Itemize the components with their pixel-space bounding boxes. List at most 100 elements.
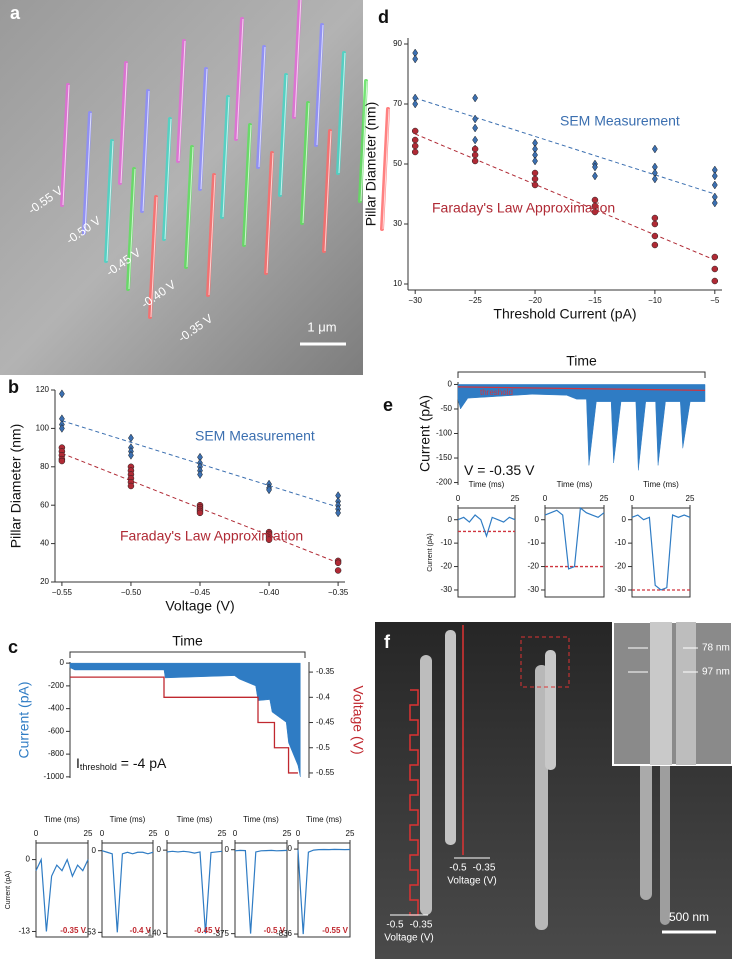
y-tick-label: 90 bbox=[393, 39, 402, 48]
x-tick-label: 25 bbox=[283, 829, 292, 838]
pillar bbox=[126, 167, 136, 291]
point bbox=[471, 145, 479, 153]
x-tick-label: −10 bbox=[648, 296, 662, 305]
y-tick-label: 0 bbox=[225, 845, 230, 854]
y-tick-label: -13 bbox=[18, 927, 30, 936]
pillar bbox=[242, 123, 252, 247]
y-tick-label: -10 bbox=[614, 538, 626, 547]
x-tick-label: 25 bbox=[346, 829, 355, 838]
panel-letter: b bbox=[8, 377, 19, 397]
point bbox=[197, 470, 203, 479]
x-tick-label: −0.35 bbox=[328, 588, 349, 597]
trace bbox=[166, 850, 223, 934]
annotation-text: V = -0.35 V bbox=[464, 462, 535, 478]
trace bbox=[544, 506, 605, 570]
x-tick-label: 25 bbox=[218, 829, 227, 838]
zoom-box bbox=[520, 636, 570, 688]
voltage-label: -0.55 V bbox=[322, 926, 348, 935]
pillar-highlight bbox=[236, 18, 244, 140]
y-tick-label: 10 bbox=[393, 279, 402, 288]
point bbox=[651, 232, 659, 240]
y-tick-label: 120 bbox=[36, 385, 50, 394]
trace bbox=[631, 514, 691, 591]
scale-bar-label: 500 nm bbox=[669, 910, 709, 924]
y-tick-label: -20 bbox=[527, 562, 539, 571]
point bbox=[58, 457, 66, 465]
x-tick-label: −0.50 bbox=[121, 588, 142, 597]
y-axis-label: Current (pA) bbox=[427, 533, 434, 572]
voltage-staircase bbox=[409, 689, 419, 916]
series-label: SEM Measurement bbox=[560, 113, 680, 129]
pillar-zoom bbox=[650, 622, 672, 765]
y2-tick-label: -0.45 bbox=[316, 718, 335, 727]
pillar bbox=[278, 73, 288, 197]
x-axis-label: Time (ms) bbox=[177, 815, 213, 824]
point bbox=[651, 220, 659, 228]
x-tick-label: 0 bbox=[100, 829, 105, 838]
point bbox=[531, 181, 539, 189]
point bbox=[127, 482, 135, 490]
pillar-highlight bbox=[186, 146, 194, 268]
pillar-highlight bbox=[244, 124, 252, 246]
pillar-highlight bbox=[222, 96, 230, 218]
annotation-text: I bbox=[76, 755, 80, 771]
x-tick-label: −30 bbox=[408, 296, 422, 305]
pillar bbox=[336, 51, 346, 175]
point bbox=[59, 423, 65, 433]
y-tick-label: 100 bbox=[36, 424, 50, 433]
x-tick-label: 25 bbox=[84, 829, 93, 838]
x-axis-label: Time (ms) bbox=[110, 815, 146, 824]
x-tick-label: −0.45 bbox=[190, 588, 211, 597]
scale-label: Voltage (V) bbox=[447, 876, 496, 887]
inset-frame bbox=[101, 842, 154, 938]
point bbox=[334, 559, 342, 567]
point bbox=[471, 157, 479, 165]
x-tick-label: −0.40 bbox=[259, 588, 280, 597]
y-tick-label: 0 bbox=[448, 380, 453, 389]
pillar-highlight bbox=[128, 168, 136, 290]
point bbox=[531, 175, 539, 183]
trace bbox=[101, 850, 154, 933]
point bbox=[266, 485, 272, 495]
pillar bbox=[234, 17, 244, 141]
pillar bbox=[82, 111, 92, 235]
trace bbox=[234, 849, 288, 934]
pillar-highlight bbox=[200, 68, 208, 190]
y-tick-label: -200 bbox=[436, 478, 453, 487]
y-tick-label: -140 bbox=[145, 929, 162, 938]
current-area bbox=[69, 662, 301, 777]
y-tick-label: 0 bbox=[60, 658, 65, 667]
x-tick-label: 25 bbox=[600, 494, 609, 503]
inset-frame bbox=[166, 842, 223, 938]
y-tick-label: -10 bbox=[527, 538, 539, 547]
pillar bbox=[535, 665, 548, 930]
pillar bbox=[660, 720, 670, 925]
current-area bbox=[457, 384, 706, 471]
fit-line bbox=[414, 133, 716, 261]
pillar bbox=[60, 83, 70, 207]
y-tick-label: 0 bbox=[157, 845, 162, 854]
voltage-line bbox=[70, 676, 298, 774]
point bbox=[592, 171, 598, 181]
pillar bbox=[176, 39, 186, 163]
series-label: Faraday's Law Approximation bbox=[432, 200, 615, 216]
pillar bbox=[420, 655, 432, 915]
fit-line bbox=[61, 420, 339, 508]
point bbox=[651, 214, 659, 222]
y-axis-label: Current (pA) bbox=[5, 871, 12, 910]
y-tick-label: -800 bbox=[48, 749, 65, 758]
pillar-highlight bbox=[62, 84, 70, 206]
y-tick-label: -100 bbox=[436, 429, 453, 438]
panel-letter: e bbox=[383, 395, 393, 415]
pillar-highlight bbox=[106, 140, 114, 262]
inset-frame bbox=[234, 842, 288, 938]
inset-frame bbox=[631, 507, 691, 598]
pillar bbox=[198, 67, 208, 191]
inset-frame bbox=[457, 507, 516, 598]
pillar-highlight bbox=[120, 62, 128, 184]
point bbox=[592, 162, 598, 172]
fit-line bbox=[415, 97, 715, 195]
point bbox=[411, 148, 419, 156]
y-tick-label: 0 bbox=[535, 515, 540, 524]
x-axis-label: Time (ms) bbox=[643, 480, 679, 489]
